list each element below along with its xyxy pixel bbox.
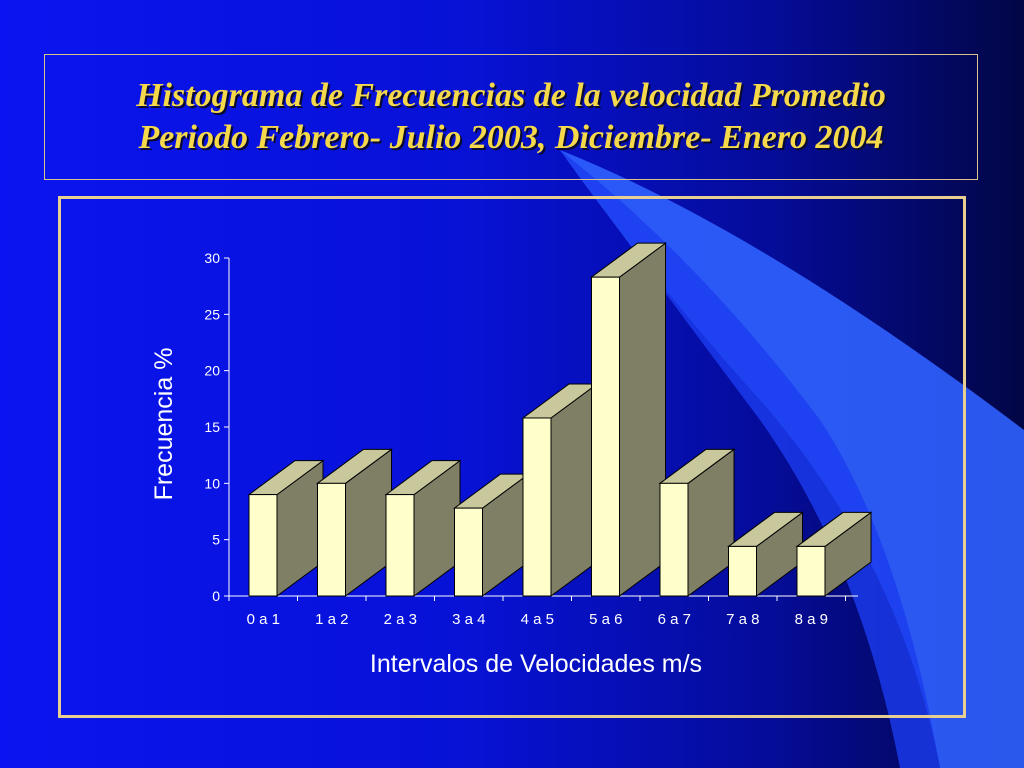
bar-front [591, 276, 620, 597]
bar-front [659, 482, 689, 597]
bar-front [728, 545, 757, 597]
y-axis-title: Frecuencia % [150, 348, 178, 501]
bar-side [550, 382, 598, 597]
y-tick-label: 20 [204, 363, 220, 379]
bar-3 [384, 459, 462, 597]
x-tick-label: 2 a 3 [384, 611, 417, 628]
chart-bars [247, 242, 873, 597]
x-tick-label: 0 a 1 [247, 611, 280, 628]
bar-front [385, 494, 415, 597]
x-tick-label: 1 a 2 [315, 611, 348, 628]
bar-front [317, 482, 346, 597]
y-tick-label: 10 [204, 475, 220, 491]
bar-7 [658, 448, 736, 597]
x-tick-label: 6 a 7 [658, 611, 691, 628]
bar-6 [589, 242, 668, 597]
y-tick-label: 0 [212, 588, 220, 604]
slide-title-line-2: Periodo Febrero- Julio 2003, Diciembre- … [138, 119, 884, 156]
bar-side [619, 242, 666, 597]
y-tick-label: 5 [212, 532, 220, 548]
chart-frame [58, 196, 966, 718]
slide-title-line-1: Histograma de Frecuencias de la velocida… [136, 77, 886, 114]
bar-front [522, 417, 552, 597]
bar-2 [315, 448, 394, 597]
bar-front [248, 494, 278, 597]
x-tick-label: 7 a 8 [726, 611, 759, 628]
y-tick-label: 15 [204, 419, 220, 435]
y-tick-label: 25 [204, 306, 220, 322]
y-tick-label: 30 [204, 250, 220, 266]
x-tick-label: 4 a 5 [521, 611, 554, 628]
bar-front [796, 545, 826, 597]
bar-4 [452, 473, 531, 597]
x-axis-title: Intervalos de Velocidades m/s [370, 650, 702, 678]
x-tick-label: 8 a 9 [795, 611, 828, 628]
bar-5 [521, 382, 599, 597]
slide-title-box: Histograma de Frecuencias de la velocida… [44, 54, 978, 180]
bar-1 [247, 459, 325, 597]
bar-front [454, 507, 483, 597]
bar-8 [726, 511, 805, 597]
chart-labels: 0 5 10 15 20 25 30 0 a 1 1 a 2 2 a 3 3 a 4 4 a 5 5 a… [150, 250, 828, 678]
x-tick-label: 5 a 6 [589, 611, 622, 628]
x-tick-label: 3 a 4 [452, 611, 485, 628]
bar-9 [795, 511, 873, 597]
